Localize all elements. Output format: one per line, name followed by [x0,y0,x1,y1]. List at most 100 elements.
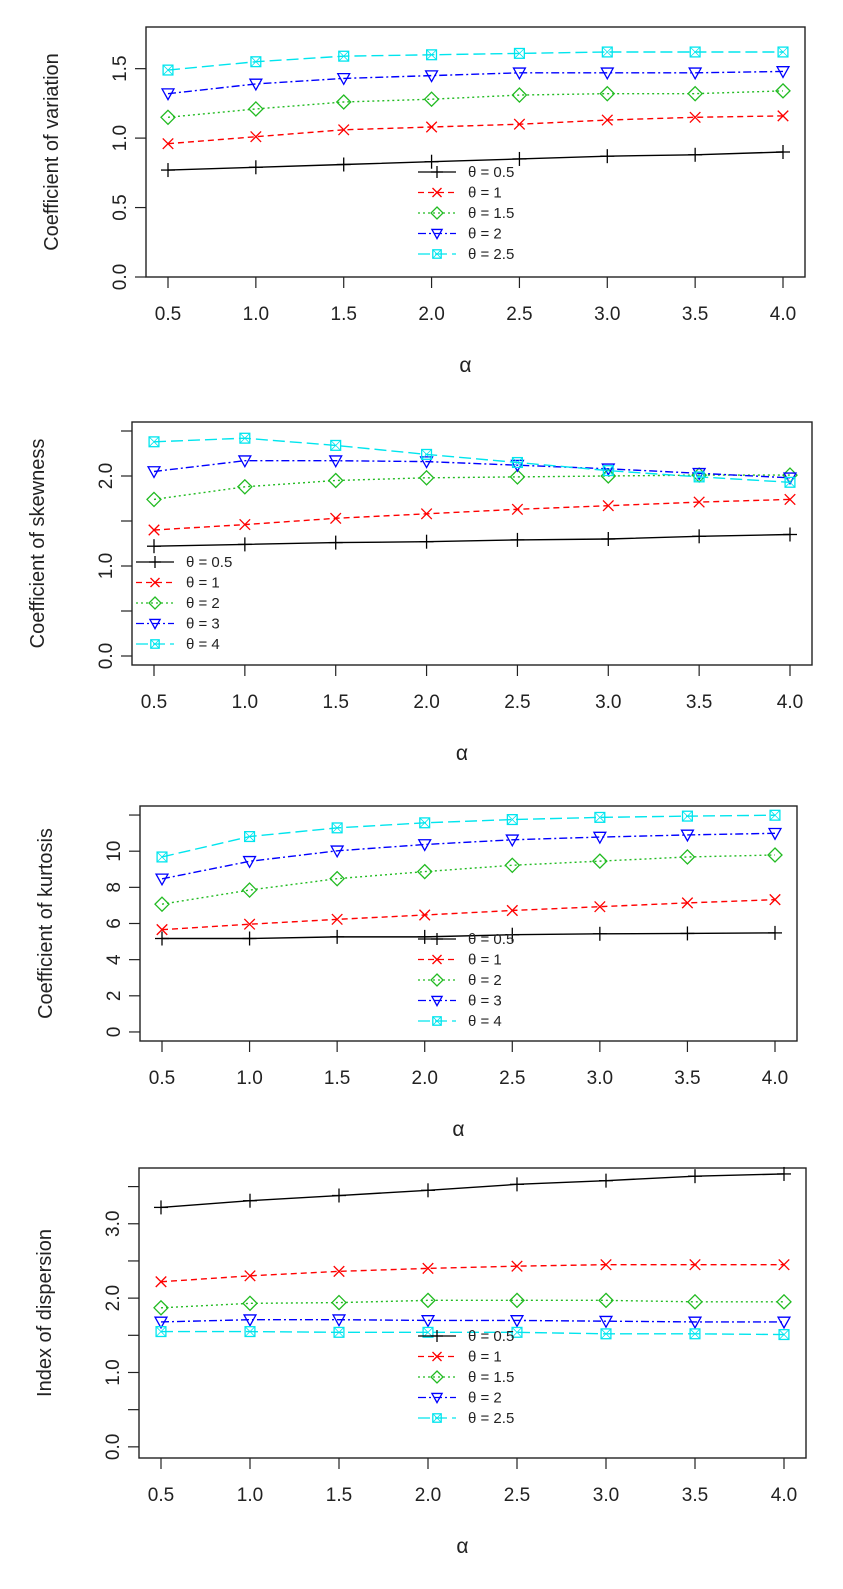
data-point [680,829,695,843]
data-point [248,78,263,92]
chart-coefficient-of-variation: 0.5 1.0 1.5 2.0 2.5 3.0 3.5 4.0 α 0.0 0.5 1.0 1.5 Coe… [41,26,806,377]
data-point [154,873,170,887]
data-point [598,1292,614,1309]
legend-marker [432,1413,442,1423]
legend-label: θ = 4 [468,1013,502,1030]
data-point [511,456,523,469]
legend-marker [431,1330,443,1342]
series-4 [148,432,796,488]
data-point [419,534,434,549]
legend-item: θ = 1 [418,952,502,969]
x-axis: 0.5 1.0 1.5 2.0 2.5 3.0 3.5 4.0 [155,277,796,325]
data-point [681,810,693,822]
y-axis: 0.0 0.5 1.0 1.5 [110,55,146,290]
data-point [778,1258,790,1271]
data-point [153,1299,169,1316]
legend-item: θ = 2.5 [418,246,514,263]
series-line [153,533,791,547]
data-point [688,147,703,162]
series-line [153,459,791,479]
legend-item: θ = 1 [418,185,502,202]
legend-marker [430,995,444,1007]
y-axis: 0.0 1.0 2.0 [96,430,132,669]
data-point [160,88,176,101]
data-point [506,904,518,917]
data-point [239,432,251,444]
data-point [782,472,798,486]
legend-item: θ = 4 [418,1013,502,1030]
data-point [338,124,350,136]
x-tick-label: 2.0 [412,1068,438,1089]
legend-marker [432,249,442,259]
legend-marker [432,954,442,965]
series-line [161,898,776,931]
data-point [689,1328,701,1340]
data-point [511,87,528,103]
x-tick-label: 1.5 [326,1485,352,1506]
data-point [680,926,695,941]
legend-item: θ = 3 [136,616,220,633]
data-point [688,67,703,81]
x-tick-label: 2.0 [415,1485,441,1506]
legend-label: θ = 3 [468,993,502,1010]
legend: θ = 0.5 θ = 1 θ = 2 θ = 3 θ = 4 [418,931,514,1030]
legend-item: θ = 2.5 [418,1410,514,1427]
x-tick-label: 4.0 [770,304,796,325]
data-point [505,927,520,942]
series-line [160,1318,784,1323]
legend-marker [430,228,444,240]
data-point [331,913,343,926]
legend-marker [431,933,443,945]
data-point [425,121,438,133]
legend-label: θ = 3 [186,616,220,633]
legend-marker [431,166,443,178]
x-tick-label: 0.5 [148,1485,174,1506]
legend-label: θ = 0.5 [468,164,514,181]
x-tick-label: 2.5 [499,1068,525,1089]
x-axis-title: α [459,354,471,377]
legend-label: θ = 1 [468,952,502,969]
data-point [420,1315,436,1328]
data-point [693,471,705,483]
data-point [156,923,168,936]
y-tick-label: 1.0 [103,1359,124,1385]
y-tick-label: 1.0 [110,125,131,151]
legend-item: θ = 1.5 [418,205,514,222]
y-axis: 0.0 1.0 2.0 3.0 [103,1185,139,1460]
y-axis-title: Coefficient of variation [41,53,63,251]
data-point [420,1292,436,1309]
series-line [161,1330,785,1336]
data-point [600,67,615,81]
data-point [424,70,439,83]
data-point [511,1260,523,1272]
x-axis-title: α [456,742,468,765]
y-tick-label: 2 [104,991,125,1002]
legend-label: θ = 0.5 [468,931,514,948]
data-point [601,463,616,477]
data-point [146,491,162,508]
series-line [153,437,791,483]
data-point [155,1326,167,1338]
legend-label: θ = 1.5 [468,1369,514,1386]
data-point [420,508,433,520]
data-point [242,931,257,946]
data-point [417,929,432,944]
data-point [504,857,521,874]
legend-label: θ = 2 [468,226,502,243]
data-point [509,468,526,485]
x-tick-label: 2.0 [418,304,444,325]
data-point [681,897,694,909]
data-point [162,137,174,150]
data-point [154,896,170,913]
data-point [591,853,608,870]
data-point [155,1276,167,1288]
series-line [167,51,783,71]
series-4 [162,46,789,76]
x-tick-label: 1.0 [237,1485,263,1506]
legend-item: θ = 0.5 [418,1328,514,1345]
series-line [167,151,784,171]
legend-label: θ = 2.5 [468,246,514,263]
legend-marker [430,973,444,987]
legend: θ = 0.5 θ = 1 θ = 2 θ = 3 θ = 4 [136,554,232,653]
data-point [244,1270,256,1282]
